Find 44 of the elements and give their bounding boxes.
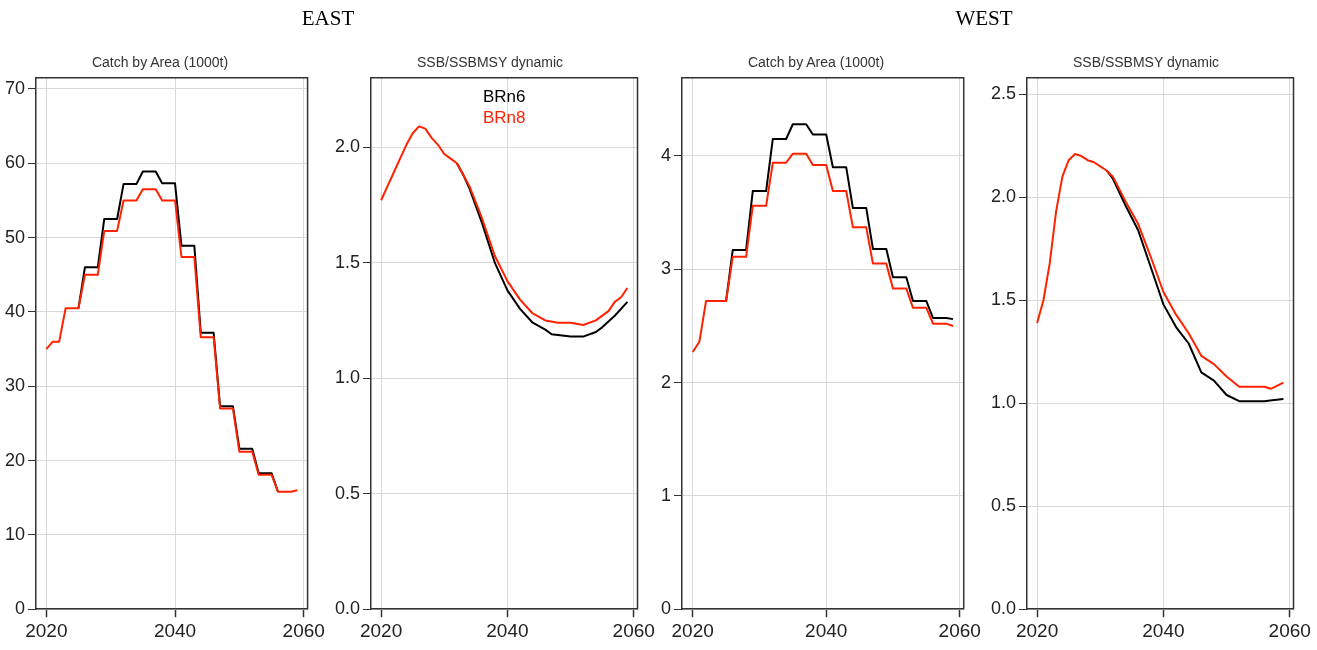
y-tick-label: 50 <box>4 226 26 247</box>
y-tick-label: 30 <box>4 375 26 396</box>
y-tick-label: 2.0 <box>334 136 361 157</box>
chart-title: SSB/SSBMSY dynamic <box>416 54 564 71</box>
y-tick-label: 2 <box>661 371 672 392</box>
x-tick-label: 2020 <box>359 619 403 641</box>
chart-title: Catch by Area (1000t) <box>91 54 229 71</box>
y-tick-label: 10 <box>4 523 26 544</box>
y-tick-label: 0.5 <box>990 495 1017 516</box>
y-tick-label: 0 <box>661 598 672 619</box>
text: EAST <box>301 6 355 31</box>
chart-title: Catch by Area (1000t) <box>747 54 885 71</box>
y-tick-label: 1 <box>661 484 672 505</box>
y-tick-label: 3 <box>661 258 672 279</box>
y-tick-label: 1.5 <box>334 251 361 272</box>
y-tick-label: 20 <box>4 449 26 470</box>
text: BRn8 <box>483 106 526 128</box>
y-tick-label: 60 <box>4 152 26 173</box>
x-tick-label: 2040 <box>486 619 529 641</box>
x-tick-label: 2020 <box>671 619 714 641</box>
y-tick-label: 0.0 <box>990 598 1017 619</box>
x-tick-label: 2040 <box>805 619 848 641</box>
y-tick-label: 2.5 <box>990 83 1017 104</box>
y-tick-label: 0 <box>15 598 26 619</box>
chart-title: SSB/SSBMSY dynamic <box>1072 54 1220 71</box>
x-tick-label: 2020 <box>25 619 68 641</box>
y-tick-label: 0.0 <box>334 598 361 619</box>
text: WEST <box>955 6 1013 31</box>
x-tick-label: 2020 <box>1015 619 1059 641</box>
y-tick-label: 2.0 <box>990 186 1017 207</box>
y-tick-label: 1.5 <box>990 289 1017 310</box>
text: BRn6 <box>483 85 526 107</box>
x-tick-label: 2060 <box>612 619 655 641</box>
x-tick-label: 2060 <box>1268 619 1311 641</box>
x-tick-label: 2040 <box>153 619 197 641</box>
y-tick-label: 4 <box>661 144 672 165</box>
x-tick-label: 2060 <box>938 619 981 641</box>
y-tick-label: 70 <box>4 77 26 98</box>
y-tick-label: 1.0 <box>334 367 361 388</box>
y-tick-label: 40 <box>4 300 26 321</box>
x-tick-label: 2060 <box>282 619 325 641</box>
y-tick-label: 0.5 <box>334 482 361 503</box>
y-tick-label: 1.0 <box>990 392 1017 413</box>
x-tick-label: 2040 <box>1142 619 1185 641</box>
